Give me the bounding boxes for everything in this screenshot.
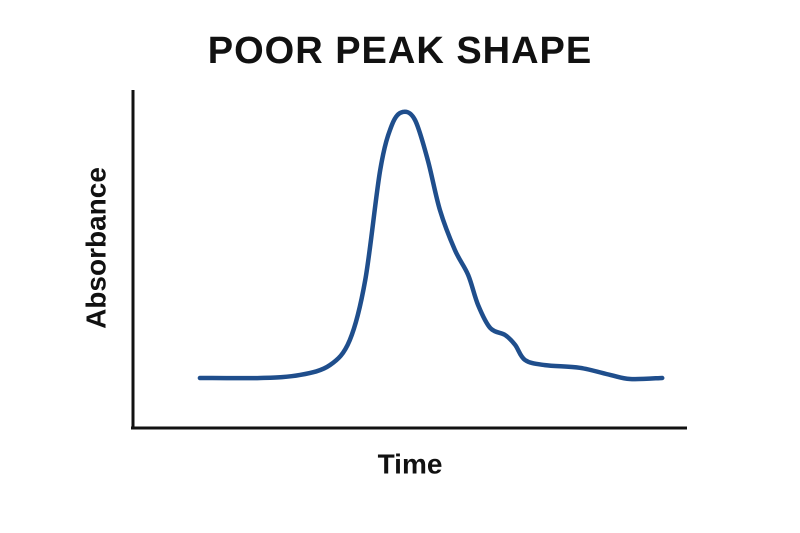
data-line <box>197 109 665 382</box>
chart-title: POOR PEAK SHAPE <box>208 30 593 72</box>
y-axis-label: Absorbance <box>80 167 111 329</box>
x-axis-label: Time <box>378 448 443 479</box>
